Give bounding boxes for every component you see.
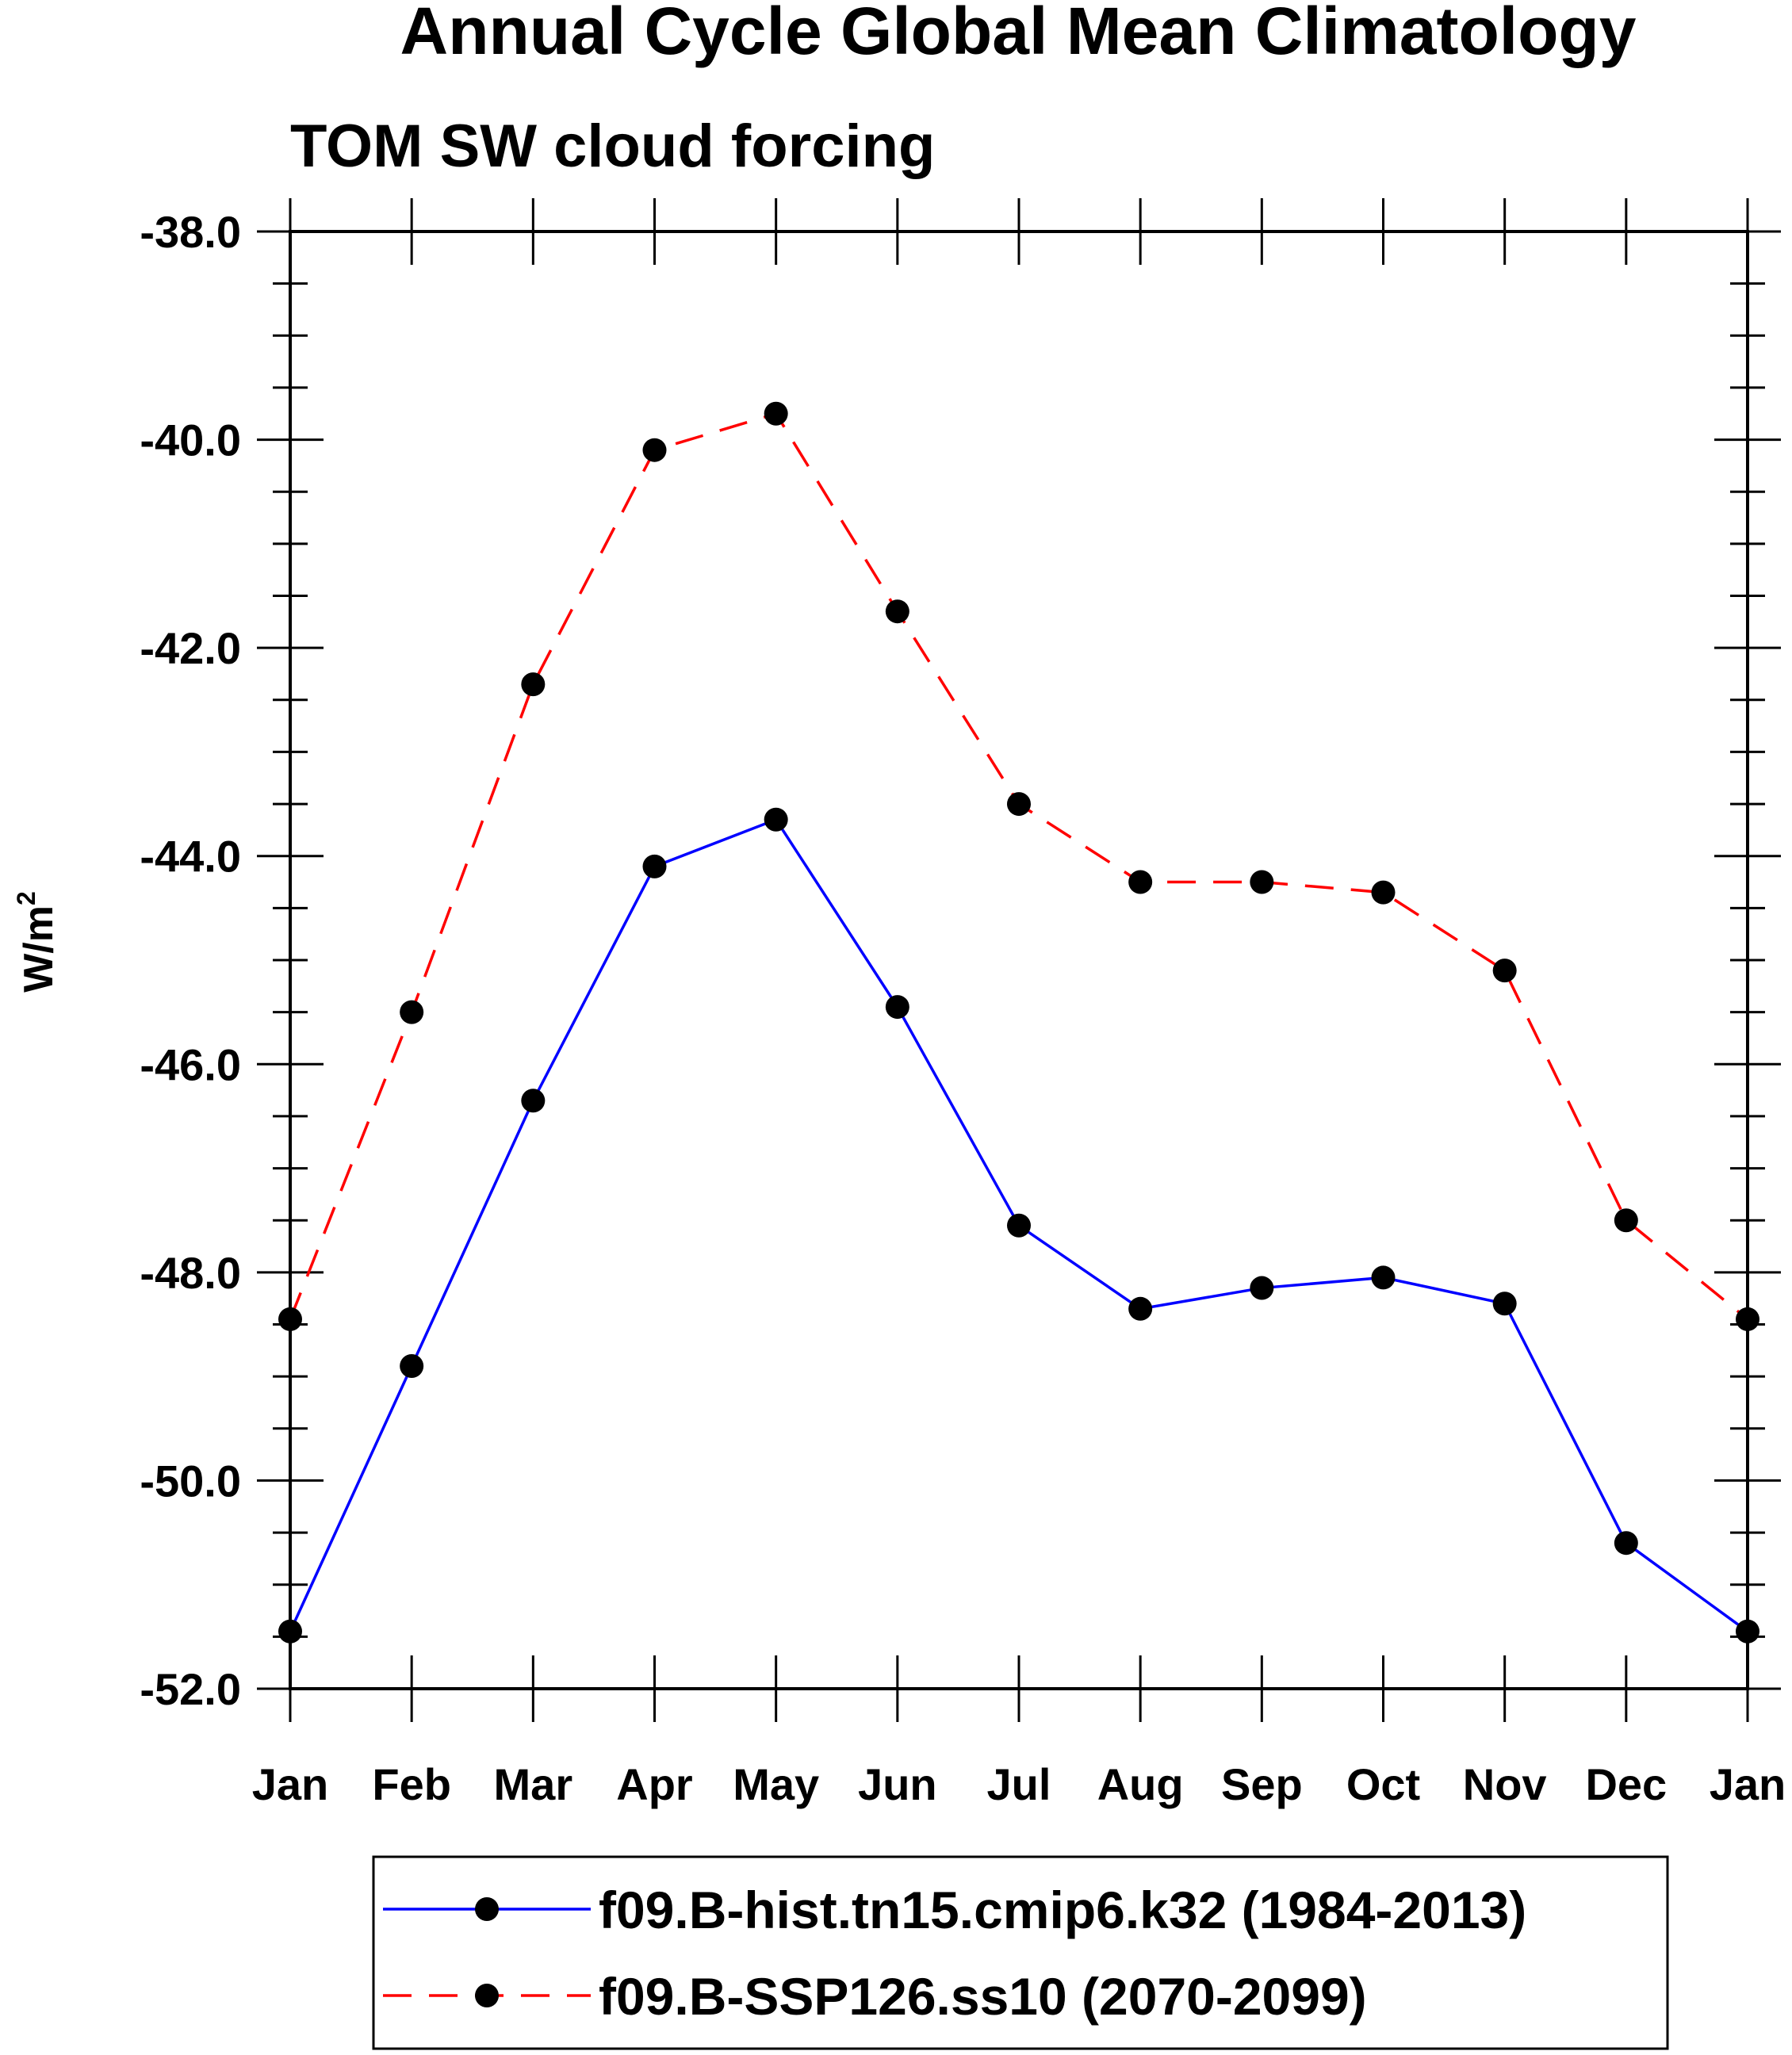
y-tick-label: -44.0 [140,832,241,882]
x-tick-label: Oct [1346,1759,1420,1809]
series-markers [278,401,1759,1644]
y-tick-label: -42.0 [140,623,241,673]
legend-label-1: f09.B-hist.tn15.cmip6.k32 (1984-2013) [599,1881,1526,1939]
series-1-point [642,854,667,878]
x-tick-label: Mar [494,1759,573,1809]
plot-frame [289,230,1749,1690]
y-tick-label: -50.0 [140,1456,241,1506]
x-tick-label: Jul [987,1759,1051,1809]
series-1-point [521,1089,546,1113]
chart-title: Annual Cycle Global Mean Climatology [400,0,1637,68]
y-tick-label: -46.0 [140,1039,241,1089]
series-2-point [885,599,909,624]
y-axis-title-text: W/m [16,905,62,993]
x-tick-labels: Jan Feb Mar Apr May Jun Jul Aug Sep Oct Nov Dec Jan [252,1759,1786,1809]
x-tick-label: Jan [252,1759,329,1809]
series-2-point [764,401,788,426]
y-tick-label: -52.0 [140,1664,241,1714]
x-tick-label: May [733,1759,819,1809]
legend-label-2: f09.B-SSP126.ss10 (2070-2099) [599,1967,1367,2026]
y-axis-title: W/m2 [12,891,62,993]
chart-subtitle: TOM SW cloud forcing [290,113,935,180]
series-1-point [1250,1276,1274,1300]
series-1-point [1371,1265,1396,1290]
series-2-point [1250,870,1274,894]
y-tick-label: -40.0 [140,415,241,465]
series-1-point [1128,1296,1153,1321]
series-2-point [642,438,667,462]
series-1-point [1614,1531,1638,1556]
x-tick-label: Dec [1585,1759,1667,1809]
x-tick-label: Feb [372,1759,451,1809]
series-1-point [885,995,909,1020]
series-2-point [1614,1208,1638,1233]
y-tick-label: -38.0 [140,207,241,257]
series-2-point [1007,792,1031,817]
series-1-point [400,1354,424,1379]
series-2-point [1371,880,1396,905]
series-2-point [400,1000,424,1024]
legend-box [372,1855,1669,2050]
y-tick-labels: -38.0 -40.0 -42.0 -44.0 -46.0 -48.0 -50.0 -52.0 [140,207,241,1714]
x-tick-label: Jun [858,1759,937,1809]
x-tick-label: Jan [1710,1759,1786,1809]
series-1-point [1492,1292,1517,1316]
x-tick-label: Nov [1463,1759,1547,1809]
y-axis-title-superscript: 2 [12,891,40,905]
y-tick-label: -48.0 [140,1248,241,1298]
series-2-point [1492,959,1517,983]
legend: f09.B-hist.tn15.cmip6.k32 (1984-2013) f09… [372,1855,1669,2050]
series-2-point [1128,870,1153,894]
series-lines [289,411,1749,1633]
legend-marker-2 [475,1984,499,2007]
axis-ticks [257,198,1781,1722]
svg-text:W/m2: W/m2 [12,891,62,993]
series-1-point [1007,1213,1031,1238]
x-tick-label: Apr [616,1759,692,1809]
legend-marker-1 [475,1897,499,1921]
series-1-point [764,807,788,832]
series-line-2 [289,411,1749,1321]
series-2-point [521,672,546,697]
x-tick-label: Aug [1097,1759,1184,1809]
x-tick-label: Sep [1221,1759,1303,1809]
